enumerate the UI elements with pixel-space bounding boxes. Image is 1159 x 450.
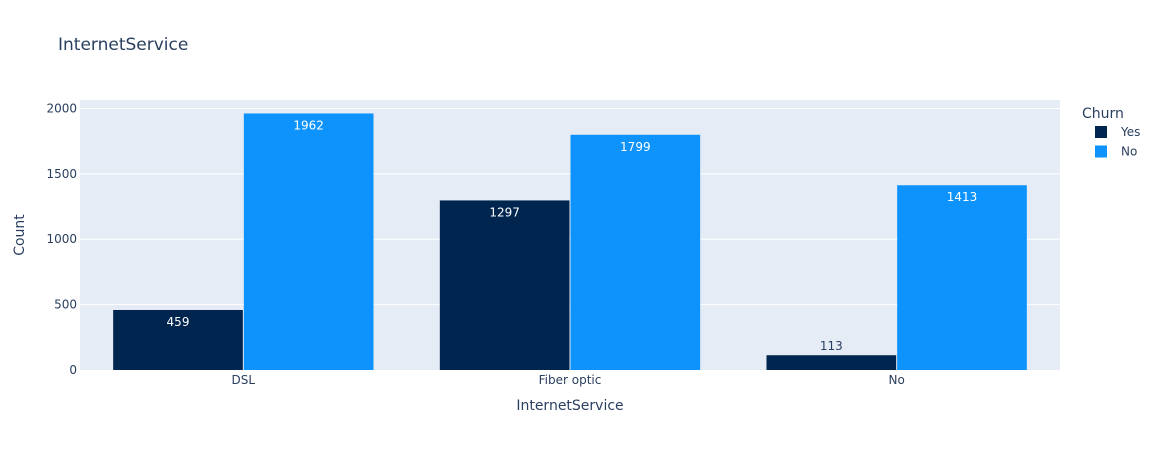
y-axis-ticks: 0 500 1000 1500 2000 — [46, 101, 77, 377]
x-tick-label: No — [889, 373, 905, 387]
y-axis-title: Count — [12, 214, 28, 256]
data-label: 1962 — [293, 118, 324, 132]
y-tick-label: 2000 — [46, 101, 77, 115]
x-axis-ticks: DSL Fiber optic No — [232, 373, 905, 387]
legend-label: No — [1121, 145, 1137, 159]
y-tick-label: 1000 — [46, 232, 77, 246]
data-label: 1297 — [489, 205, 520, 219]
data-labels: 459 1962 1297 1799 113 1413 — [167, 118, 978, 353]
legend-item[interactable]: Yes — [1095, 125, 1140, 139]
data-label: 113 — [820, 339, 843, 353]
plot-background — [80, 100, 1060, 370]
y-tick-label: 0 — [69, 363, 77, 377]
x-tick-label: DSL — [232, 373, 256, 387]
grid-lines — [80, 107, 1060, 306]
bar — [766, 355, 897, 370]
bar — [439, 200, 570, 370]
data-label: 459 — [167, 315, 190, 329]
legend-item[interactable]: No — [1095, 145, 1137, 159]
legend: Churn Yes No — [1082, 106, 1140, 159]
bar — [897, 185, 1027, 370]
bar — [570, 134, 701, 370]
legend-swatch — [1095, 126, 1107, 138]
x-tick-label: Fiber optic — [539, 373, 602, 387]
data-label: 1413 — [947, 190, 978, 204]
legend-title: Churn — [1082, 106, 1124, 122]
legend-swatch — [1095, 145, 1107, 158]
data-label: 1799 — [620, 140, 651, 154]
chart-title: InternetService — [58, 35, 188, 55]
y-tick-label: 500 — [54, 298, 77, 312]
x-axis-title: InternetService — [516, 398, 623, 414]
legend-label: Yes — [1120, 125, 1140, 139]
y-tick-label: 1500 — [46, 167, 77, 181]
bar — [113, 309, 243, 370]
bar — [243, 113, 374, 370]
bars — [113, 113, 1027, 370]
